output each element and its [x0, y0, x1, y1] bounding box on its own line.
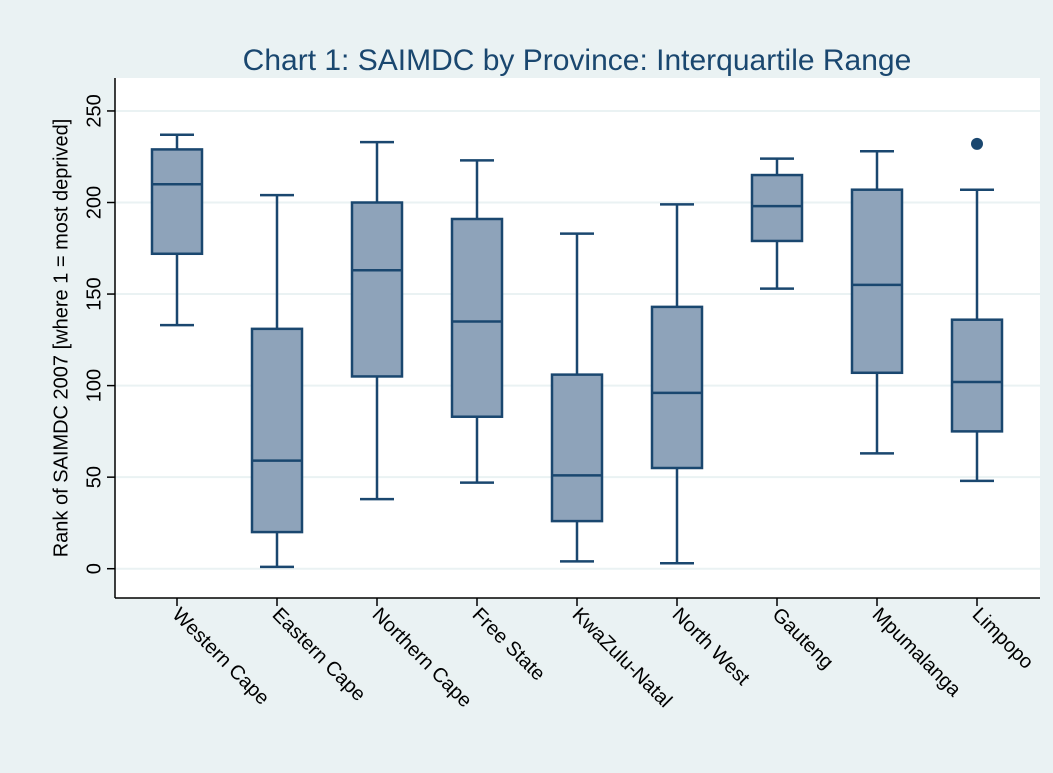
y-tick-label: 0 [83, 563, 105, 574]
y-tick-label: 50 [83, 466, 105, 488]
box [950, 318, 1004, 433]
outlier [971, 137, 983, 150]
box [250, 327, 304, 534]
box [850, 188, 904, 375]
y-tick-label: 100 [83, 369, 105, 402]
box [450, 217, 504, 418]
box [550, 373, 604, 523]
y-tick-label: 250 [83, 94, 105, 127]
chart-title: Chart 1: SAIMDC by Province: Interquarti… [243, 44, 912, 77]
box [350, 201, 404, 378]
box [650, 305, 704, 470]
box [150, 148, 204, 256]
y-axis-label: Rank of SAIMDC 2007 [where 1 = most depr… [50, 119, 72, 558]
y-tick-label: 200 [83, 186, 105, 219]
box [750, 173, 804, 243]
y-tick-label: 150 [83, 277, 105, 310]
